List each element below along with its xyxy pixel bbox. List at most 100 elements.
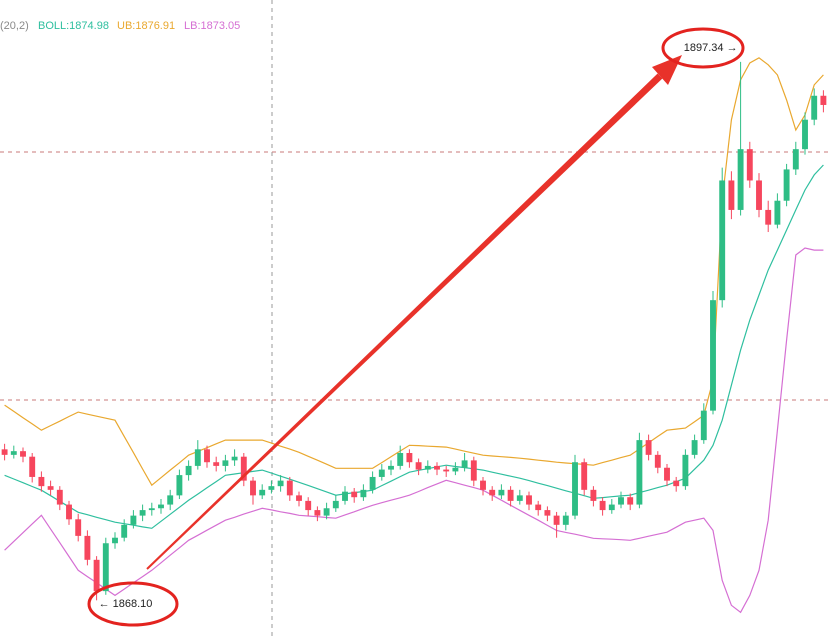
candle-body — [719, 180, 726, 301]
candle-body — [75, 519, 82, 536]
candle-body — [121, 524, 128, 538]
candle-body — [102, 543, 109, 592]
candle-body — [342, 491, 348, 501]
candle-body — [277, 480, 284, 487]
highlight-ellipse — [661, 27, 745, 69]
candle-body — [608, 504, 615, 511]
candle-body — [700, 410, 707, 441]
annotations: ← 1868.10 1897.34 → — [99, 42, 738, 610]
candle-body — [332, 500, 339, 509]
legend-entry: LB:1873.05 — [184, 20, 240, 32]
candle-body — [590, 489, 597, 501]
candle-body — [204, 449, 210, 463]
candle-body — [756, 180, 762, 210]
candle-body — [268, 486, 275, 490]
candle-body — [507, 489, 514, 501]
candle-body — [84, 535, 91, 560]
candle-body — [599, 500, 606, 511]
candle-body — [314, 510, 321, 516]
candle-body — [627, 497, 634, 505]
legend-entry: BOLL:1874.98 — [38, 20, 109, 32]
candle-body — [397, 453, 404, 466]
candle-body — [323, 508, 330, 516]
arrow-shaft — [146, 73, 663, 570]
candle-body — [443, 469, 450, 472]
candle-body — [461, 460, 468, 468]
candle-body — [489, 489, 496, 496]
price-annotation: 1897.34 → — [684, 42, 738, 54]
candle-body — [351, 491, 358, 498]
legend-entry: UB:1876.91 — [117, 20, 175, 32]
candle-body — [452, 467, 459, 472]
candle-body — [1, 449, 8, 455]
candle-body — [710, 300, 716, 411]
candle-body — [222, 460, 229, 466]
candle-body — [792, 149, 799, 170]
candle-body — [664, 467, 670, 481]
candle-body — [250, 480, 256, 496]
candle-body — [231, 456, 238, 461]
candle-body — [811, 95, 818, 120]
candle-body — [470, 460, 477, 481]
candle-body — [93, 559, 100, 592]
candle-body — [130, 515, 137, 525]
candle-body — [415, 462, 422, 470]
candle-body — [654, 454, 661, 468]
candle-body — [240, 456, 247, 481]
band-line — [4, 247, 824, 614]
candle-body — [636, 440, 643, 505]
candle-body — [802, 119, 808, 150]
candle-body — [581, 462, 588, 490]
candle-body — [158, 504, 164, 509]
candle-body — [645, 440, 652, 455]
candle-body — [406, 453, 413, 463]
candle-body — [185, 465, 192, 476]
candle-body — [296, 495, 302, 501]
candle-body — [691, 440, 698, 455]
candle-body — [783, 169, 790, 201]
candle-body — [480, 480, 486, 490]
candle-body — [737, 149, 744, 210]
candle-body — [20, 451, 26, 457]
candle-body — [572, 462, 578, 516]
price-annotation: ← 1868.10 — [99, 598, 153, 610]
candle-body — [424, 465, 431, 470]
candle-body — [139, 510, 146, 516]
candle-body — [194, 449, 201, 466]
candle-body — [618, 497, 624, 505]
candle-body — [728, 180, 735, 210]
candle-body — [38, 476, 45, 487]
candle-body — [673, 480, 680, 487]
candle-body — [388, 465, 394, 470]
candle-body — [360, 489, 367, 498]
candle-body — [434, 465, 440, 470]
candle-body — [765, 209, 772, 225]
candle-body — [553, 515, 560, 525]
candle-body — [820, 95, 827, 105]
candle-body — [29, 456, 36, 477]
candle-body — [176, 475, 183, 496]
highlight-ellipse — [87, 581, 179, 627]
candle-body — [10, 451, 17, 455]
candle-body — [378, 469, 385, 477]
candle-body — [47, 486, 54, 490]
indicator-params: (20,2) — [0, 20, 29, 32]
candle-body — [259, 489, 266, 496]
candle-body — [544, 510, 551, 516]
candle-body — [112, 537, 118, 544]
candle-body — [148, 508, 155, 511]
candle-body — [562, 515, 569, 525]
candle-body — [213, 462, 220, 466]
candle-body — [498, 489, 505, 496]
candle-body — [305, 500, 312, 511]
candle-body — [369, 476, 376, 490]
band-line — [4, 57, 824, 487]
candles — [1, 61, 827, 601]
candle-body — [682, 454, 689, 487]
candle-body — [746, 149, 753, 181]
candle-body — [56, 489, 63, 505]
candle-body — [526, 495, 532, 505]
candle-body — [167, 495, 174, 505]
